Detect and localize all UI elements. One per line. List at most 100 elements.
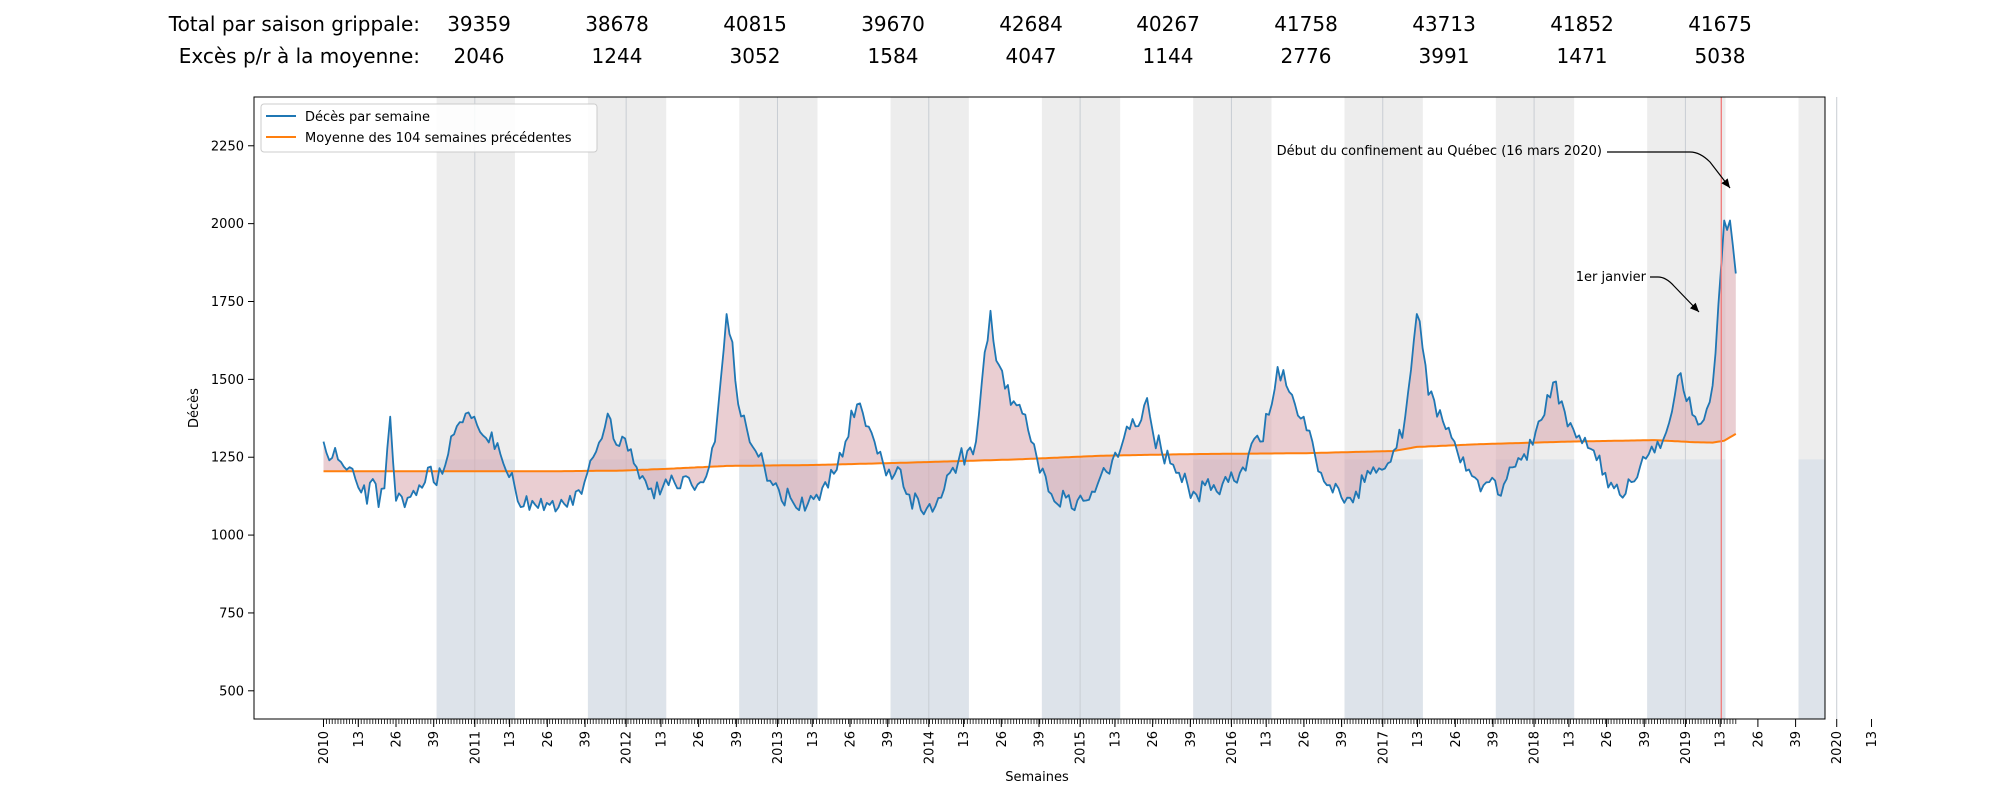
x-tick-label: 39 [427,731,442,748]
year-gridlines [474,97,1838,719]
season-excess-value: 1471 [1556,44,1608,68]
x-tick-label: 26 [390,731,405,748]
season-excess-value: 3991 [1418,44,1470,68]
season-total-value: 41675 [1688,12,1752,36]
x-tick-label: 39 [730,731,745,748]
series-lines [322,219,1737,516]
season-stats-header: Total par saison grippale: 39359 38678 4… [0,0,2000,80]
legend-weekly-label: Décès par semaine [305,110,430,125]
x-tick-label: 2014 [922,731,937,764]
flu-season-band-lower [587,459,667,719]
x-tick-label: 26 [1600,731,1615,748]
y-axis-label: Décès [187,388,202,428]
flu-season-band-lower [1495,459,1575,719]
x-tick-label: 2017 [1376,731,1391,764]
x-tick-label: 26 [995,731,1010,748]
season-excess-label: Excès p/r à la moyenne: [178,44,420,68]
x-tick-label: 13 [957,731,972,748]
x-tick-label: 13 [1411,731,1426,748]
season-excess-value: 5038 [1694,44,1746,68]
flu-season-band-lower [436,459,515,719]
season-excess-row: Excès p/r à la moyenne: 2046 1244 3052 1… [0,44,2000,74]
x-tick-label: 26 [843,731,858,748]
x-tick-label: 39 [1789,731,1804,748]
x-tick-label: 2010 [317,731,332,764]
season-total-value: 38678 [585,12,649,36]
flu-season-band-lower [1647,459,1726,719]
season-total-value: 39359 [447,12,511,36]
season-totals-row: Total par saison grippale: 39359 38678 4… [0,12,2000,42]
x-tick-label: 13 [1108,731,1123,748]
weekly-deaths-line [322,219,1737,516]
season-total-value: 41758 [1274,12,1338,36]
season-excess-value: 3052 [729,44,781,68]
x-tick-label: 2018 [1528,731,1543,764]
x-tick-label: 2016 [1225,731,1240,764]
x-tick-label: 26 [692,731,707,748]
y-axis: 500 750 1000 1250 1500 1750 2000 2250 [211,139,254,699]
x-tick-label: 39 [881,731,896,748]
x-tick-label: 13 [1865,731,1880,748]
confinement-annotation: Début du confinement au Québec (16 mars … [1277,144,1731,189]
season-excess-value: 1144 [1142,44,1194,68]
excess-fill [323,220,1736,515]
x-tick-label: 2011 [468,731,483,764]
y-tick-label: 2000 [211,217,244,232]
x-tick-label: 39 [579,731,594,748]
y-tick-label: 500 [219,684,244,699]
excess-fill-area [323,220,1736,515]
season-total-value: 43713 [1412,12,1476,36]
x-tick-label: 13 [1714,731,1729,748]
season-excess-value: 1584 [867,44,919,68]
y-tick-label: 750 [219,606,244,621]
legend: Décès par semaine Moyenne des 104 semain… [260,103,598,153]
season-excess-value: 4047 [1005,44,1057,68]
x-tick-label: 2019 [1679,731,1694,764]
x-tick-label: 26 [541,731,556,748]
x-tick-label: 2012 [620,731,635,764]
january-annotation-text: 1er janvier [1576,270,1647,285]
x-axis-label: Semaines [1005,770,1069,785]
x-tick-label: 2013 [771,731,786,764]
confinement-annotation-text: Début du confinement au Québec (16 mars … [1277,144,1602,159]
flu-season-band-lower [1344,459,1423,719]
season-total-value: 40815 [723,12,787,36]
season-excess-value: 1244 [591,44,643,68]
season-excess-value: 2776 [1280,44,1332,68]
x-tick-label: 13 [654,731,669,748]
x-tick-label: 26 [1297,731,1312,748]
x-tick-label: 13 [503,731,518,748]
x-tick-label: 26 [1751,731,1766,748]
y-tick-label: 1500 [211,373,244,388]
y-tick-label: 1250 [211,451,244,466]
legend-box [260,103,598,153]
january-arrow [1650,276,1700,313]
x-tick-label: 13 [1260,731,1275,748]
x-tick-label: 26 [1449,731,1464,748]
x-tick-label: 13 [806,731,821,748]
confinement-arrow [1607,151,1731,189]
season-total-value: 42684 [999,12,1063,36]
x-tick-label: 39 [1032,731,1047,748]
x-tick-label: 13 [352,731,367,748]
x-tick-label: 2015 [1074,731,1089,764]
flu-season-band-lower [1193,459,1272,719]
january-annotation: 1er janvier [1576,270,1700,313]
x-tick-label: 2020 [1830,731,1845,764]
x-axis: 2010 13 26 39 2011 13 26 39 2012 13 26 39 2013 13 26 39… [317,719,1880,764]
x-tick-label: 39 [1486,731,1501,748]
season-totals-label: Total par saison grippale: [168,12,420,36]
x-tick-label: 39 [1335,731,1350,748]
flu-season-band-lower [1798,459,1825,719]
x-tick-label: 13 [1562,731,1577,748]
average-line [323,433,1737,473]
x-tick-label: 39 [1184,731,1199,748]
flu-season-bands [436,97,1825,719]
season-excess-value: 2046 [453,44,505,68]
x-tick-label: 26 [1146,731,1161,748]
season-total-value: 41852 [1550,12,1614,36]
y-tick-label: 1000 [211,529,244,544]
x-tick-label: 39 [1638,731,1653,748]
season-total-value: 39670 [861,12,925,36]
